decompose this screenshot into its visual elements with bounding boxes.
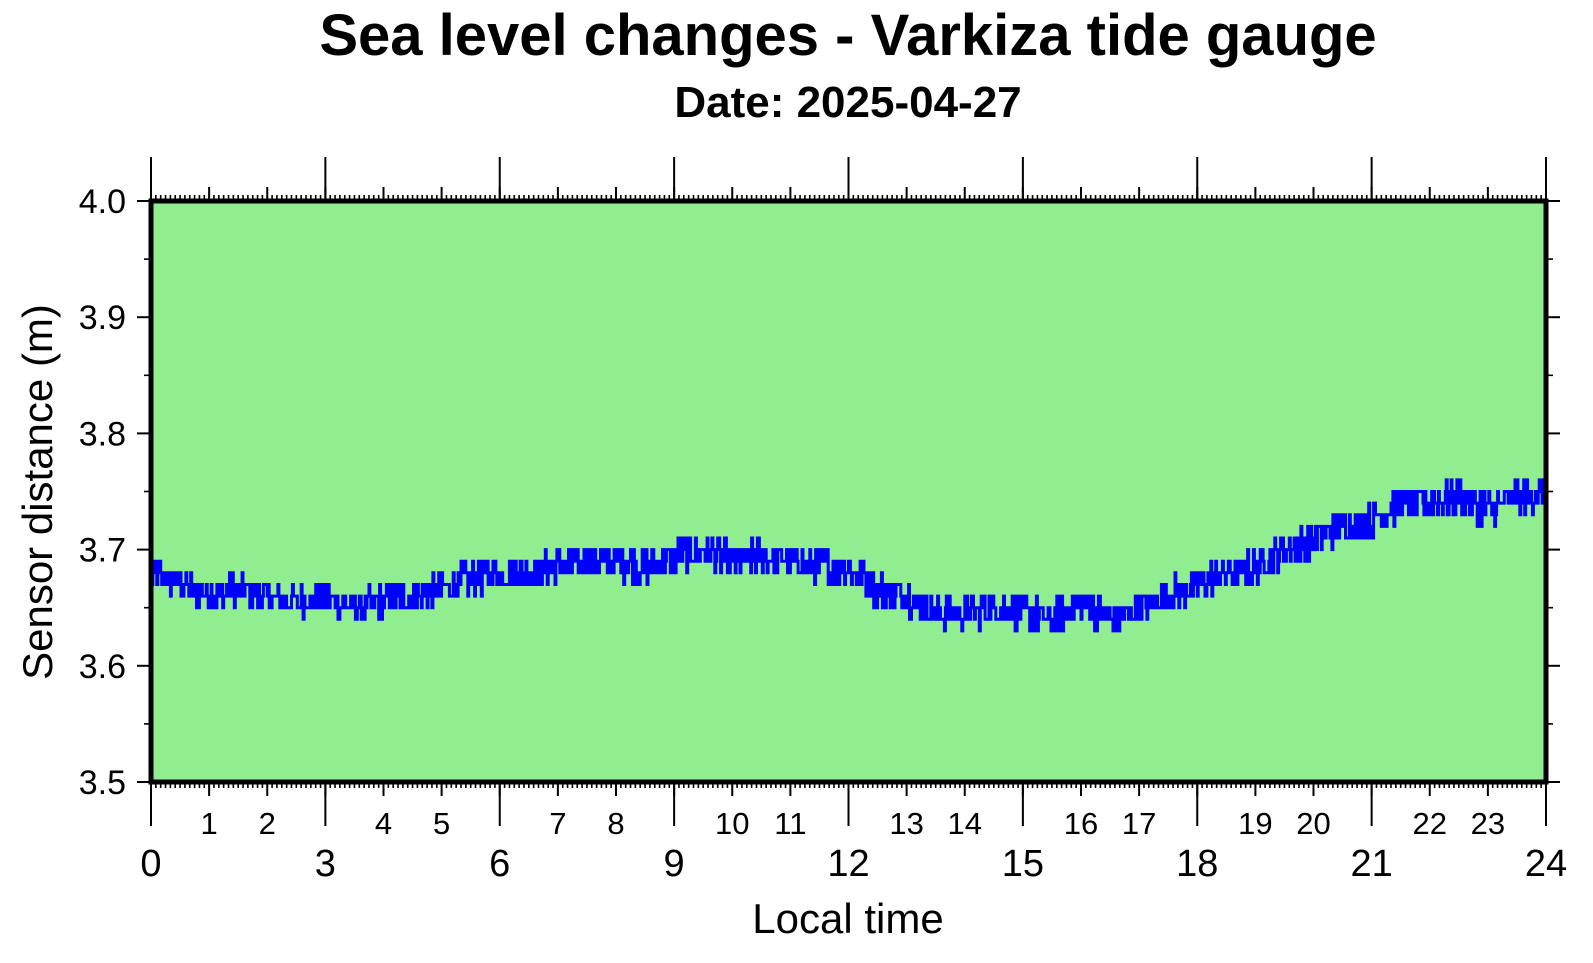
y-tick-label: 4.0 — [79, 183, 126, 221]
y-tick-label: 3.8 — [79, 415, 126, 453]
x-minor-tick-label: 19 — [1238, 806, 1272, 841]
x-minor-tick-label: 8 — [607, 806, 624, 841]
x-minor-tick-label: 7 — [549, 806, 566, 841]
y-axis-label: Sensor distance (m) — [14, 304, 61, 680]
x-minor-tick-label: 17 — [1122, 806, 1156, 841]
y-tick-label: 3.7 — [79, 532, 126, 570]
x-minor-tick-label: 20 — [1296, 806, 1330, 841]
series-line — [150, 478, 1547, 633]
y-tick-label: 3.6 — [79, 648, 126, 686]
x-minor-tick-label: 10 — [715, 806, 749, 841]
plot-area: 0 3 6 9 12 15 18 21 241 2 4 5 7 8 10 11 13 14 16 17 19 20 22 23… — [79, 157, 1567, 885]
x-major-tick-label: 3 — [315, 843, 336, 885]
x-minor-tick-label: 16 — [1064, 806, 1098, 841]
chart-title: Sea level changes - Varkiza tide gauge — [319, 3, 1376, 68]
chart-subtitle: Date: 2025-04-27 — [674, 78, 1021, 127]
x-major-tick-label: 12 — [827, 843, 869, 885]
x-minor-tick-label: 5 — [433, 806, 450, 841]
x-minor-tick-label: 2 — [259, 806, 276, 841]
x-major-tick-label: 24 — [1525, 843, 1567, 885]
x-minor-tick-label: 11 — [774, 806, 806, 841]
x-major-tick-label: 15 — [1002, 843, 1044, 885]
x-minor-tick-label: 22 — [1413, 806, 1447, 841]
x-minor-tick-label: 13 — [889, 806, 923, 841]
plot-background — [151, 201, 1546, 782]
x-major-tick-label: 6 — [489, 843, 510, 885]
x-minor-tick-label: 14 — [948, 806, 982, 841]
y-tick-label: 3.9 — [79, 299, 126, 337]
y-tick-label: 3.5 — [79, 764, 126, 802]
x-minor-tick-label: 1 — [201, 806, 218, 841]
x-axis-label: Local time — [752, 895, 943, 942]
x-minor-tick-label: 23 — [1471, 806, 1505, 841]
x-major-tick-label: 18 — [1176, 843, 1218, 885]
x-major-tick-label: 21 — [1350, 843, 1392, 885]
plot-frame — [148, 198, 1549, 785]
x-major-tick-label: 0 — [140, 843, 161, 885]
x-minor-tick-label: 4 — [375, 806, 392, 841]
x-major-tick-label: 9 — [664, 843, 685, 885]
